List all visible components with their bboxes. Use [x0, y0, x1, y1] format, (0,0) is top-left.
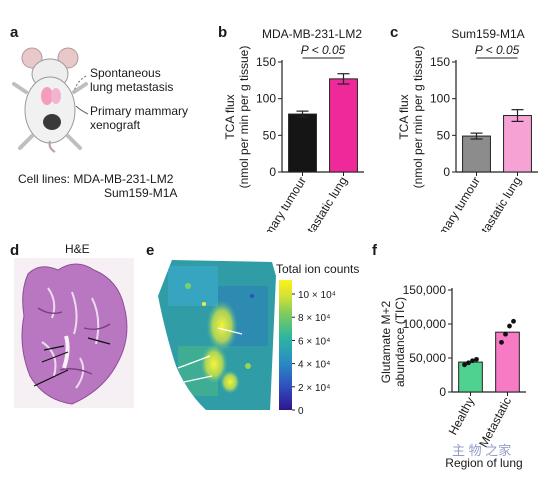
data-point: [474, 356, 479, 362]
colorbar-tick-label: 2 × 10⁴: [298, 383, 330, 394]
y-tick-label: 50: [263, 128, 277, 142]
data-point: [466, 360, 471, 366]
panel-letter-a: a: [10, 24, 19, 41]
panel-letter-d: d: [10, 242, 20, 259]
label-xenograft-line1: Primary mammary: [90, 104, 188, 118]
y-tick-label: 100,000: [403, 317, 447, 331]
chart-title: MDA-MB-231-LM2: [262, 27, 362, 41]
bar: [503, 115, 532, 173]
ion-map-image: [148, 256, 280, 416]
chart-b: 0 50 100 150 TCA flux (nmol per min per g tis…: [223, 27, 364, 232]
label-metastasis-line1: Spontaneous: [90, 66, 161, 80]
x-tick-label: Primary tumour: [254, 174, 309, 232]
cell-lines-line1: Cell lines: MDA-MB-231-LM2: [18, 172, 174, 186]
bar: [329, 78, 358, 173]
y-axis-label: Glutamate M+2: [379, 300, 393, 383]
x-tick-label: Primary tumour: [428, 174, 483, 232]
tumour-icon: [43, 114, 61, 130]
y-tick-label: 0: [443, 165, 450, 179]
y-tick-label: 150: [430, 55, 450, 69]
significance-label: P < 0.05: [475, 43, 520, 57]
y-axis-label: TCA flux: [223, 94, 237, 139]
y-tick-label: 100: [430, 92, 450, 106]
y-axis-label-units: (nmol per min per g tissue): [237, 46, 251, 189]
colorbar-title: Total ion counts: [276, 262, 360, 276]
y-tick-label: 100: [256, 92, 276, 106]
y-tick-label: 150,000: [403, 283, 447, 297]
data-point: [507, 323, 512, 329]
data-point: [511, 318, 516, 324]
bar: [462, 135, 491, 173]
y-axis-label: TCA flux: [397, 94, 411, 139]
lung-icon: [41, 87, 53, 105]
mouse-illustration: [12, 47, 88, 153]
colorbar: [279, 280, 292, 410]
colorbar-tick-label: 4 × 10⁴: [298, 360, 330, 371]
he-section-image: [14, 258, 134, 408]
data-point: [503, 331, 508, 337]
panel-letter-b: b: [218, 24, 228, 41]
panel-letter-c: c: [390, 24, 399, 41]
x-tick-label: Healthy: [446, 395, 477, 437]
scale-bar: [152, 410, 274, 412]
watermark: 主 物 之家: [452, 443, 512, 458]
label-metastasis-line2: lung metastasis: [90, 80, 174, 94]
data-point: [462, 362, 467, 368]
chart-f: 0 50,000 100,000 150,000 Glutamate M+2 abunda…: [379, 283, 526, 470]
y-tick-label: 150: [256, 55, 276, 69]
he-title: H&E: [65, 242, 90, 256]
colorbar-tick-label: 8 × 10⁴: [298, 313, 330, 324]
label-xenograft-line2: xenograft: [90, 118, 141, 132]
callout-lines: [74, 75, 89, 115]
data-point: [499, 339, 504, 345]
chart-c: 0 50 100 150 TCA flux (nmol per min per g tis…: [397, 27, 538, 232]
bar: [458, 361, 483, 393]
y-tick-label: 0: [269, 165, 276, 179]
panel-letter-e: e: [146, 242, 155, 259]
cell-lines-line2: Sum159-M1A: [104, 186, 178, 200]
bar: [288, 113, 317, 173]
y-axis-label-units: (nmol per min per g tissue): [411, 46, 425, 189]
y-tick-label: 50: [437, 128, 451, 142]
colorbar-ticks: 10 × 10⁴ 8 × 10⁴ 6 × 10⁴ 4 × 10⁴ 2 × 10⁴ 0: [292, 290, 336, 417]
colorbar-tick-label: 6 × 10⁴: [298, 336, 330, 347]
colorbar-tick-label: 10 × 10⁴: [298, 290, 336, 301]
significance-label: P < 0.05: [301, 43, 346, 57]
colorbar-tick-label: 0: [298, 406, 304, 417]
chart-title: Sum159-M1A: [451, 27, 524, 41]
y-tick-label: 50,000: [409, 351, 446, 365]
x-axis-label: Region of lung: [445, 456, 522, 470]
bar: [495, 331, 520, 393]
panel-letter-f: f: [372, 242, 377, 259]
y-tick-label: 0: [439, 385, 446, 399]
data-point: [470, 358, 475, 364]
y-axis-label-units: abundance (TIC): [393, 297, 407, 387]
